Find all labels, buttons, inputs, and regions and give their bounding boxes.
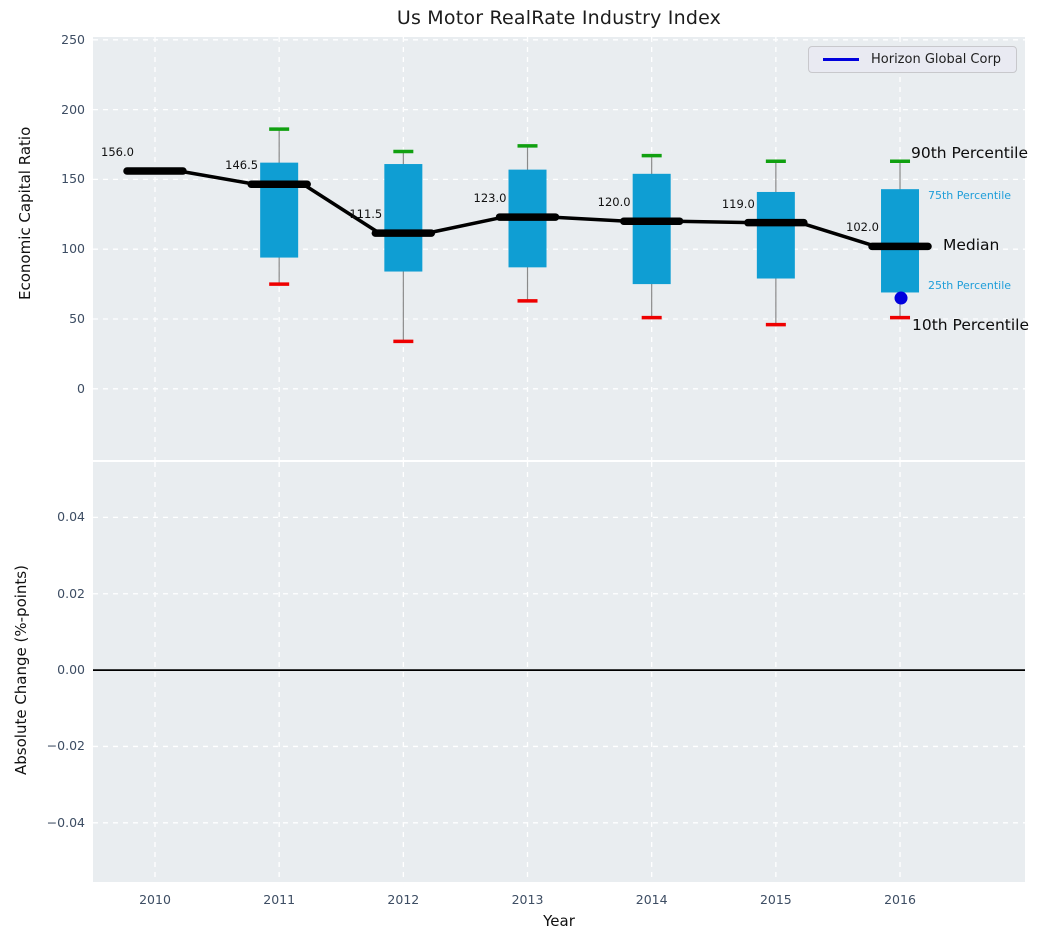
xtick-2013: 2013 [498, 892, 558, 907]
chart-canvas [0, 0, 1049, 942]
chart-title: Us Motor RealRate Industry Index [59, 7, 1049, 29]
median-value-label-2014: 120.0 [598, 195, 631, 209]
median-value-label-2011: 146.5 [225, 158, 258, 172]
median-connector [552, 217, 628, 221]
iqr-box [757, 192, 795, 279]
xtick-2014: 2014 [622, 892, 682, 907]
annotation-75th-percentile: 75th Percentile [928, 189, 1011, 202]
ytick-top-250: 250 [25, 32, 85, 47]
xtick-2015: 2015 [746, 892, 806, 907]
median-value-label-2015: 119.0 [722, 197, 755, 211]
ytick-top-200: 200 [25, 102, 85, 117]
annotation-25th-percentile: 25th Percentile [928, 279, 1011, 292]
xtick-2010: 2010 [125, 892, 185, 907]
median-value-label-2016: 102.0 [846, 220, 879, 234]
figure: Us Motor RealRate Industry Index Economi… [0, 0, 1049, 942]
ytick-bottom-0.04: 0.04 [25, 509, 85, 524]
company-point [895, 292, 908, 305]
iqr-box [633, 174, 671, 284]
iqr-box [260, 163, 298, 258]
legend: Horizon Global Corp [808, 46, 1017, 73]
median-value-label-2013: 123.0 [474, 191, 507, 205]
ytick-top-0: 0 [25, 381, 85, 396]
ytick-bottom-−0.04: −0.04 [25, 815, 85, 830]
ytick-bottom-0.02: 0.02 [25, 586, 85, 601]
median-connector [179, 171, 255, 184]
xtick-2011: 2011 [249, 892, 309, 907]
xtick-2016: 2016 [870, 892, 930, 907]
ytick-top-150: 150 [25, 171, 85, 186]
annotation-10th-percentile: 10th Percentile [912, 316, 1029, 334]
median-connector [676, 221, 752, 222]
legend-label: Horizon Global Corp [871, 52, 1001, 67]
median-value-label-2012: 111.5 [349, 207, 382, 221]
y-axis-label-top: Economic Capital Ratio [16, 127, 34, 300]
iqr-box [881, 189, 919, 292]
median-value-label-2010: 156.0 [101, 145, 134, 159]
x-axis-label: Year [93, 912, 1025, 930]
annotation-90th-percentile: 90th Percentile [911, 144, 1028, 162]
iqr-box [384, 164, 422, 271]
annotation-median: Median [943, 236, 999, 254]
xtick-2012: 2012 [373, 892, 433, 907]
median-connector [427, 217, 503, 233]
ytick-bottom-0.00: 0.00 [25, 662, 85, 677]
ytick-bottom-−0.02: −0.02 [25, 738, 85, 753]
legend-line-icon [823, 58, 859, 61]
ytick-top-50: 50 [25, 311, 85, 326]
ytick-top-100: 100 [25, 241, 85, 256]
